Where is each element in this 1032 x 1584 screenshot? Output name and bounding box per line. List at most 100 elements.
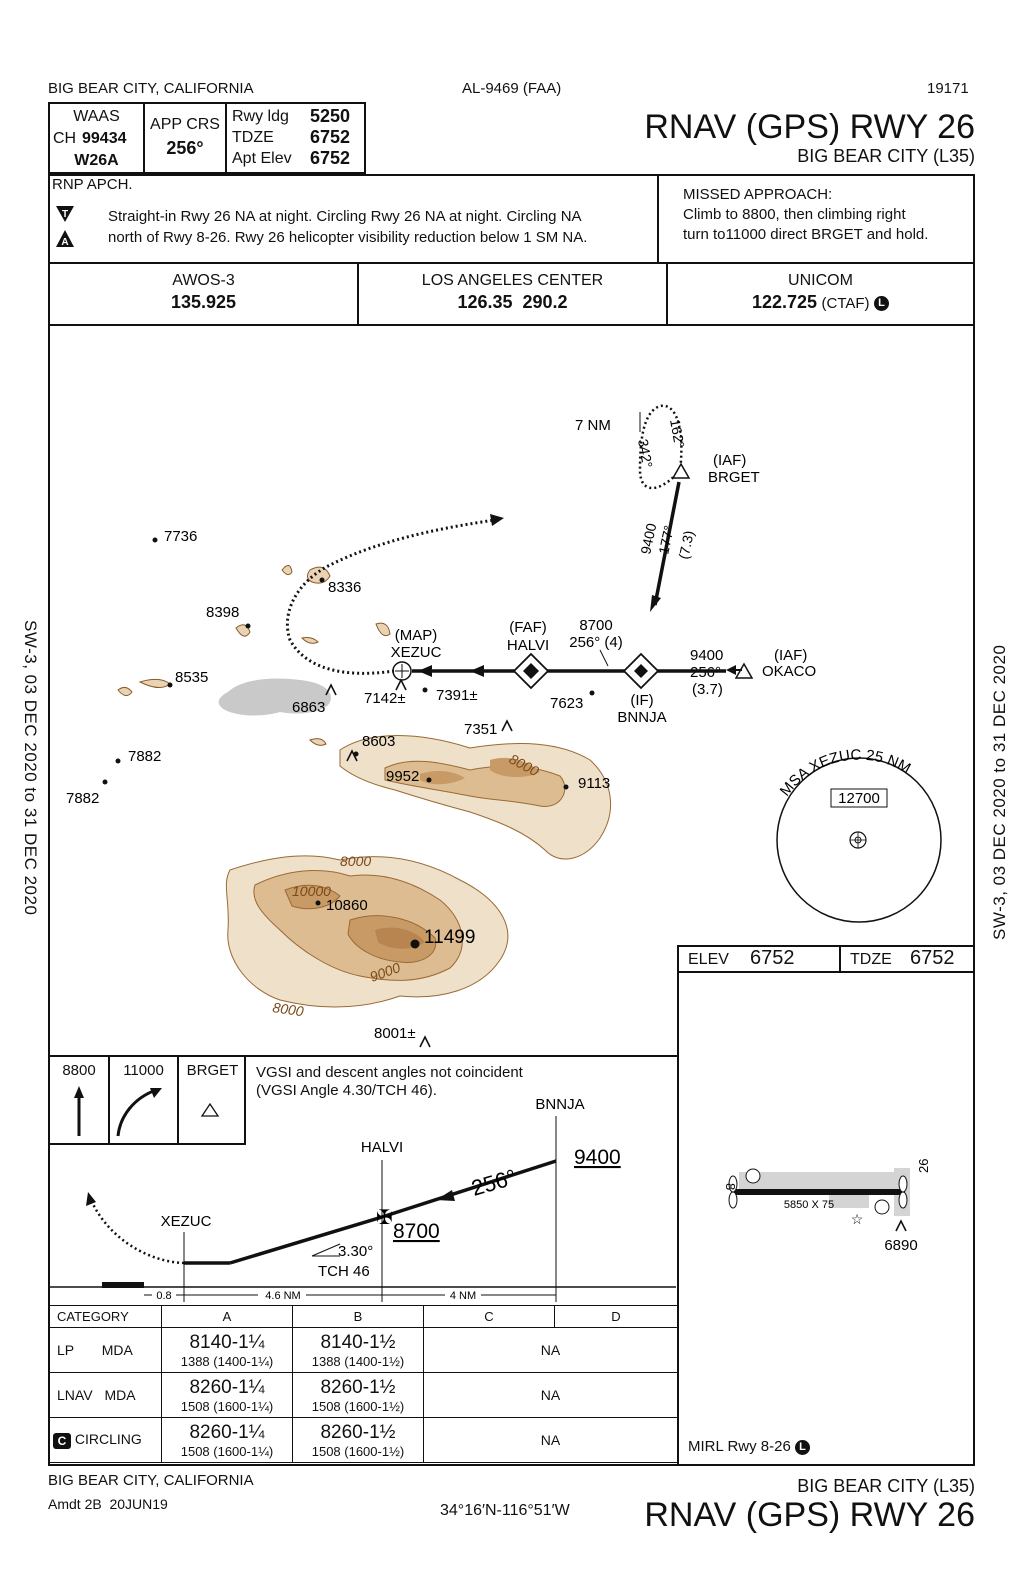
runway-8-26 [733,1189,905,1195]
brget-role: (IAF) [713,452,746,469]
dist-map: 0.8 [156,1290,171,1302]
papi-icon [874,1199,890,1215]
halvi-role: (FAF) [509,619,547,636]
tdze2-label: TDZE [850,951,892,968]
comm-unicom-ctaf: (CTAF) [821,295,870,312]
contour-label: 10000 [292,883,331,899]
minimums-header-category: CATEGORY [48,1305,162,1328]
profile-bnnja: BNNJA [535,1096,584,1113]
row-label: LNAV [57,1387,93,1403]
comm-center-name: LOS ANGELES CENTER [421,272,604,289]
msa-altitude: 12700 [838,790,880,807]
xezuc-role: (MAP) [395,627,438,644]
obstacle-icon [501,719,513,732]
header-city: BIG BEAR CITY, CALIFORNIA [48,80,254,97]
obstacle-icon [395,678,407,691]
contour-label: 8000 [340,853,371,869]
missed-icons [74,1086,220,1137]
airport-diagram: 8 26 5850 X 75 ☆ 6890 [723,1159,931,1254]
spot-elevation: 9952 [386,768,419,785]
svg-text:T: T [62,209,68,220]
elev-value: 6752 [750,947,795,969]
spot-elevation: 8336 [328,579,361,596]
row-type: MDA [101,1342,133,1358]
profile-tch: TCH 46 [318,1263,370,1280]
app-crs-value: 256° [166,138,204,158]
brget-dist: (7.3) [675,529,697,560]
msa-altitude-box [830,788,888,808]
lp-b-sub: 1388 (1400-1½) [311,1353,405,1369]
vgsi-note-line2: (VGSI Angle 4.30/TCH 46). [256,1082,437,1099]
runway-26-label: 26 [916,1159,931,1173]
terrain-patch [375,622,391,637]
rwy-ldg-label: Rwy ldg [232,108,289,125]
lp-a-sub: 1388 (1400-1¼) [180,1353,274,1369]
chart-frame [48,324,975,1466]
row-type: MDA [104,1387,136,1403]
minimums-header-a: A [161,1305,293,1328]
t-and-a-symbols: T A [56,206,74,248]
waas-id: W26A [74,152,119,169]
brget-fix-icon [671,462,691,479]
spot-elevation: 9113 [578,775,610,792]
mountain-terrain-south [225,855,509,1008]
spot-elevation: 8001± [374,1025,416,1042]
okaco-dist: (3.7) [692,681,723,698]
airport-obstacle-elev: 6890 [884,1237,917,1254]
profile-missed-path [90,1201,185,1265]
missed-line1: Climb to 8800, then climbing right [683,206,906,223]
spot-elevation: 10860 [326,897,368,914]
faf-leg-alt: 8700 [579,617,612,634]
hold-inbound-course: 342° [635,438,656,469]
dist-faf: 4.6 NM [265,1290,300,1302]
spot-elevations: 7736 8336 8398 8535 6863 7142± 7391± 762… [66,528,610,1042]
final-arrow-icon [470,665,484,677]
missed-hold-pattern [638,404,683,490]
okaco-arrow-icon [726,665,736,675]
footer-procedure: RNAV (GPS) RWY 26 [644,1496,975,1534]
spot-elevation: 8535 [175,669,208,686]
tdze-label: TDZE [232,129,274,146]
minimums-header-c: C [423,1305,555,1328]
brget-fix-small-icon [200,1102,220,1117]
circ-a-main: 8260-1¼ [189,1421,265,1443]
terrain-patch [138,678,171,688]
footer-city: BIG BEAR CITY, CALIFORNIA [48,1472,254,1489]
comm-awos-name: AWOS-3 [172,272,235,289]
minimums-header-d: D [554,1305,678,1328]
row-label: LP [57,1342,74,1358]
spot-elevation: 6863 [292,699,325,716]
waas-channel: 99434 [82,130,127,147]
rwy-ldg-value: 5250 [310,106,351,126]
runway-8-label: 8 [723,1183,738,1190]
obstacle-icons [325,678,513,1048]
msa-circle [776,757,942,923]
profile-halvi: HALVI [361,1139,403,1156]
spot-elevation: 7882 [128,748,161,765]
bnnja-role: (IF) [630,692,653,709]
lp-b-main: 8140-1½ [320,1331,396,1353]
hold-distance: 7 NM [575,417,611,434]
terrain-patch [306,566,331,584]
minimums-row-circling: C CIRCLING 8260-1¼ 1508 (1600-1¼) 8260-1½… [48,1417,678,1463]
terrain-patch [309,738,327,746]
briefing-strip [48,102,366,174]
lake-shape [218,678,331,716]
profile-intermediate-segment [381,1159,557,1219]
bnnja-name: BNNJA [617,709,666,726]
circ-b-sub: 1508 (1600-1½) [311,1443,405,1459]
tdze-value: 6752 [310,127,351,147]
pilot-controlled-lighting-icon: L [794,1439,810,1455]
brget-name: BRGET [708,469,760,486]
footer-amdt: Amdt 2B 20JUN19 [48,1496,168,1512]
obstacle-icon [895,1219,907,1232]
spot-elevation: 7142± [364,690,406,707]
faf-maltese-cross-icon: ✠ [376,1207,393,1229]
comm-unicom-line: 122.725 (CTAF) L [668,292,973,313]
ramp-area [739,1172,909,1190]
brget-feeder-route [653,481,681,606]
spot-elevation: 7882 [66,790,99,807]
tdze2-value: 6752 [910,947,955,969]
apt-elev-label: Apt Elev [232,150,292,167]
circ-a-sub: 1508 (1600-1¼) [180,1443,274,1459]
